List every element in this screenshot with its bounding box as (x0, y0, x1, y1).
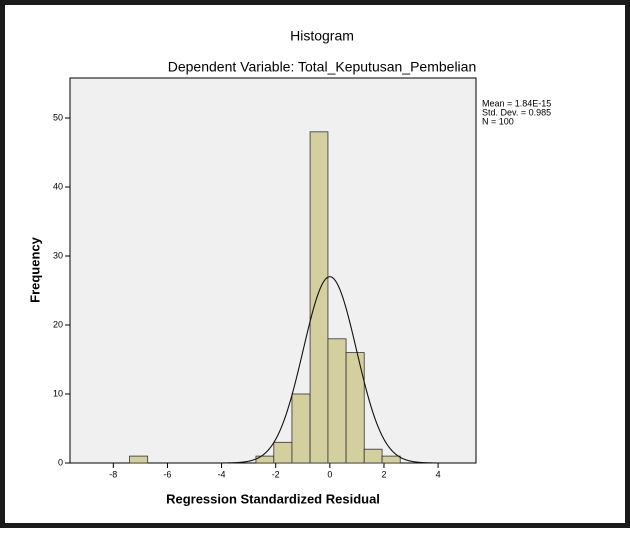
x-tick-label: -4 (218, 469, 226, 479)
y-tick-label: 50 (53, 112, 63, 122)
x-tick-label: -2 (272, 469, 280, 479)
x-tick-label: -6 (163, 469, 171, 479)
bar (328, 339, 346, 463)
bar (274, 442, 292, 463)
y-axis-label: Frequency (27, 236, 42, 303)
bar (130, 456, 148, 463)
bar (310, 132, 328, 463)
chart-subtitle: Dependent Variable: Total_Keputusan_Pemb… (168, 59, 477, 75)
y-tick-label: 10 (53, 388, 63, 398)
y-tick-label: 40 (53, 181, 63, 191)
bar (382, 456, 400, 463)
bar (364, 449, 382, 463)
x-axis-label: Regression Standardized Residual (166, 491, 380, 506)
y-tick-label: 30 (53, 250, 63, 260)
page: {"chart_data": { "type": "histogram", "t… (0, 0, 630, 533)
x-tick-label: 0 (327, 469, 332, 479)
stat-n: N = 100 (482, 116, 514, 126)
y-tick-label: 0 (58, 457, 63, 467)
x-tick-label: 4 (436, 469, 441, 479)
y-tick-label: 20 (53, 319, 63, 329)
chart-title: Histogram (290, 28, 354, 44)
chart: Histogram Dependent Variable: Total_Kepu… (0, 0, 630, 528)
x-tick-label: 2 (381, 469, 386, 479)
x-tick-label: -8 (109, 469, 117, 479)
bar (292, 394, 310, 463)
plot-area (70, 78, 476, 463)
